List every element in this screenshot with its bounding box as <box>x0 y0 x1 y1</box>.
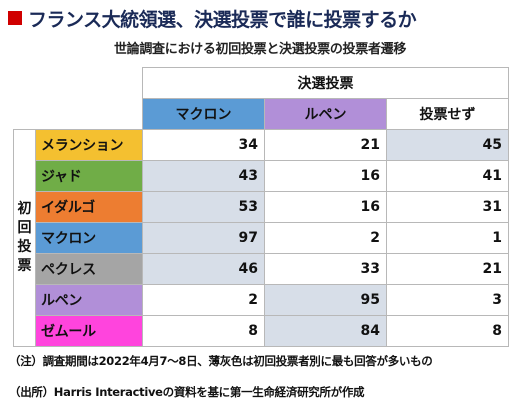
row-group-label-char: 回 <box>17 220 32 236</box>
column-header: マクロン <box>142 98 265 130</box>
table-row: 初回投票メランション 34 21 45 <box>13 129 509 347</box>
chart-title: フランス大統領選、決選投票で誰に投票するか <box>28 8 417 31</box>
title-row: フランス大統領選、決選投票で誰に投票するか <box>8 4 417 32</box>
data-label: 1 <box>386 222 509 254</box>
row-header: ルペン <box>35 284 143 316</box>
row-group-label: 初回投票 <box>13 129 36 347</box>
row-header: マクロン <box>35 222 143 254</box>
data-label: 16 <box>264 191 387 223</box>
row-header: ジャド <box>35 160 143 192</box>
transfer-table: 決選投票 マクロン ルペン 投票せず初回投票メランション 34 21 45 ジャド 43 16 41… <box>13 67 509 347</box>
data-label: 31 <box>386 191 509 223</box>
data-label: 41 <box>386 160 509 192</box>
column-header: 投票せず <box>386 98 509 130</box>
data-label: 84 <box>264 315 387 347</box>
row-group-label-char: 初 <box>17 201 32 217</box>
data-label: 16 <box>264 160 387 192</box>
note-source: （出所）Harris Interactiveの資料を基に第一生命経済研究所が作成 <box>9 385 365 399</box>
row-group-label-char: 投 <box>17 239 32 255</box>
title-marker-icon <box>8 11 22 25</box>
chart-subtitle: 世論調査における初回投票と決選投票の投票者遷移 <box>113 42 407 57</box>
data-label: 33 <box>264 253 387 285</box>
data-label: 21 <box>264 129 387 161</box>
row-group-label-char: 票 <box>17 258 32 274</box>
data-label: 8 <box>386 315 509 347</box>
table-row: マクロン 97 2 1 <box>14 222 509 254</box>
header-row-columns: マクロン ルペン 投票せず <box>14 98 509 130</box>
data-label: 45 <box>386 129 509 161</box>
data-label: 53 <box>142 191 265 223</box>
header-row-group: 決選投票 <box>13 67 509 130</box>
table-row: ペクレス 46 33 21 <box>14 253 509 285</box>
data-label: 21 <box>386 253 509 285</box>
data-label: 95 <box>264 284 387 316</box>
table-row: ジャド 43 16 41 <box>14 160 509 192</box>
column-header: ルペン <box>264 98 387 130</box>
row-header: イダルゴ <box>35 191 143 223</box>
corner-cell <box>13 67 143 130</box>
row-header: ゼムール <box>35 315 143 347</box>
data-label: 8 <box>142 315 265 347</box>
data-label: 97 <box>142 222 265 254</box>
table-row: イダルゴ 53 16 31 <box>14 191 509 223</box>
data-label: 46 <box>142 253 265 285</box>
table-row: ルペン 2 95 3 <box>14 284 509 316</box>
table-row: ゼムール 8 84 8 <box>14 315 509 347</box>
column-group-label: 決選投票 <box>142 67 509 99</box>
data-label: 34 <box>142 129 265 161</box>
data-label: 2 <box>142 284 265 316</box>
data-label: 2 <box>264 222 387 254</box>
row-header: ペクレス <box>35 253 143 285</box>
row-header: メランション <box>35 129 143 161</box>
data-label: 43 <box>142 160 265 192</box>
data-label: 3 <box>386 284 509 316</box>
note-survey-period: （注）調査期間は2022年4月7～8日、薄灰色は初回投票者別に最も回答が多いもの <box>9 354 433 368</box>
